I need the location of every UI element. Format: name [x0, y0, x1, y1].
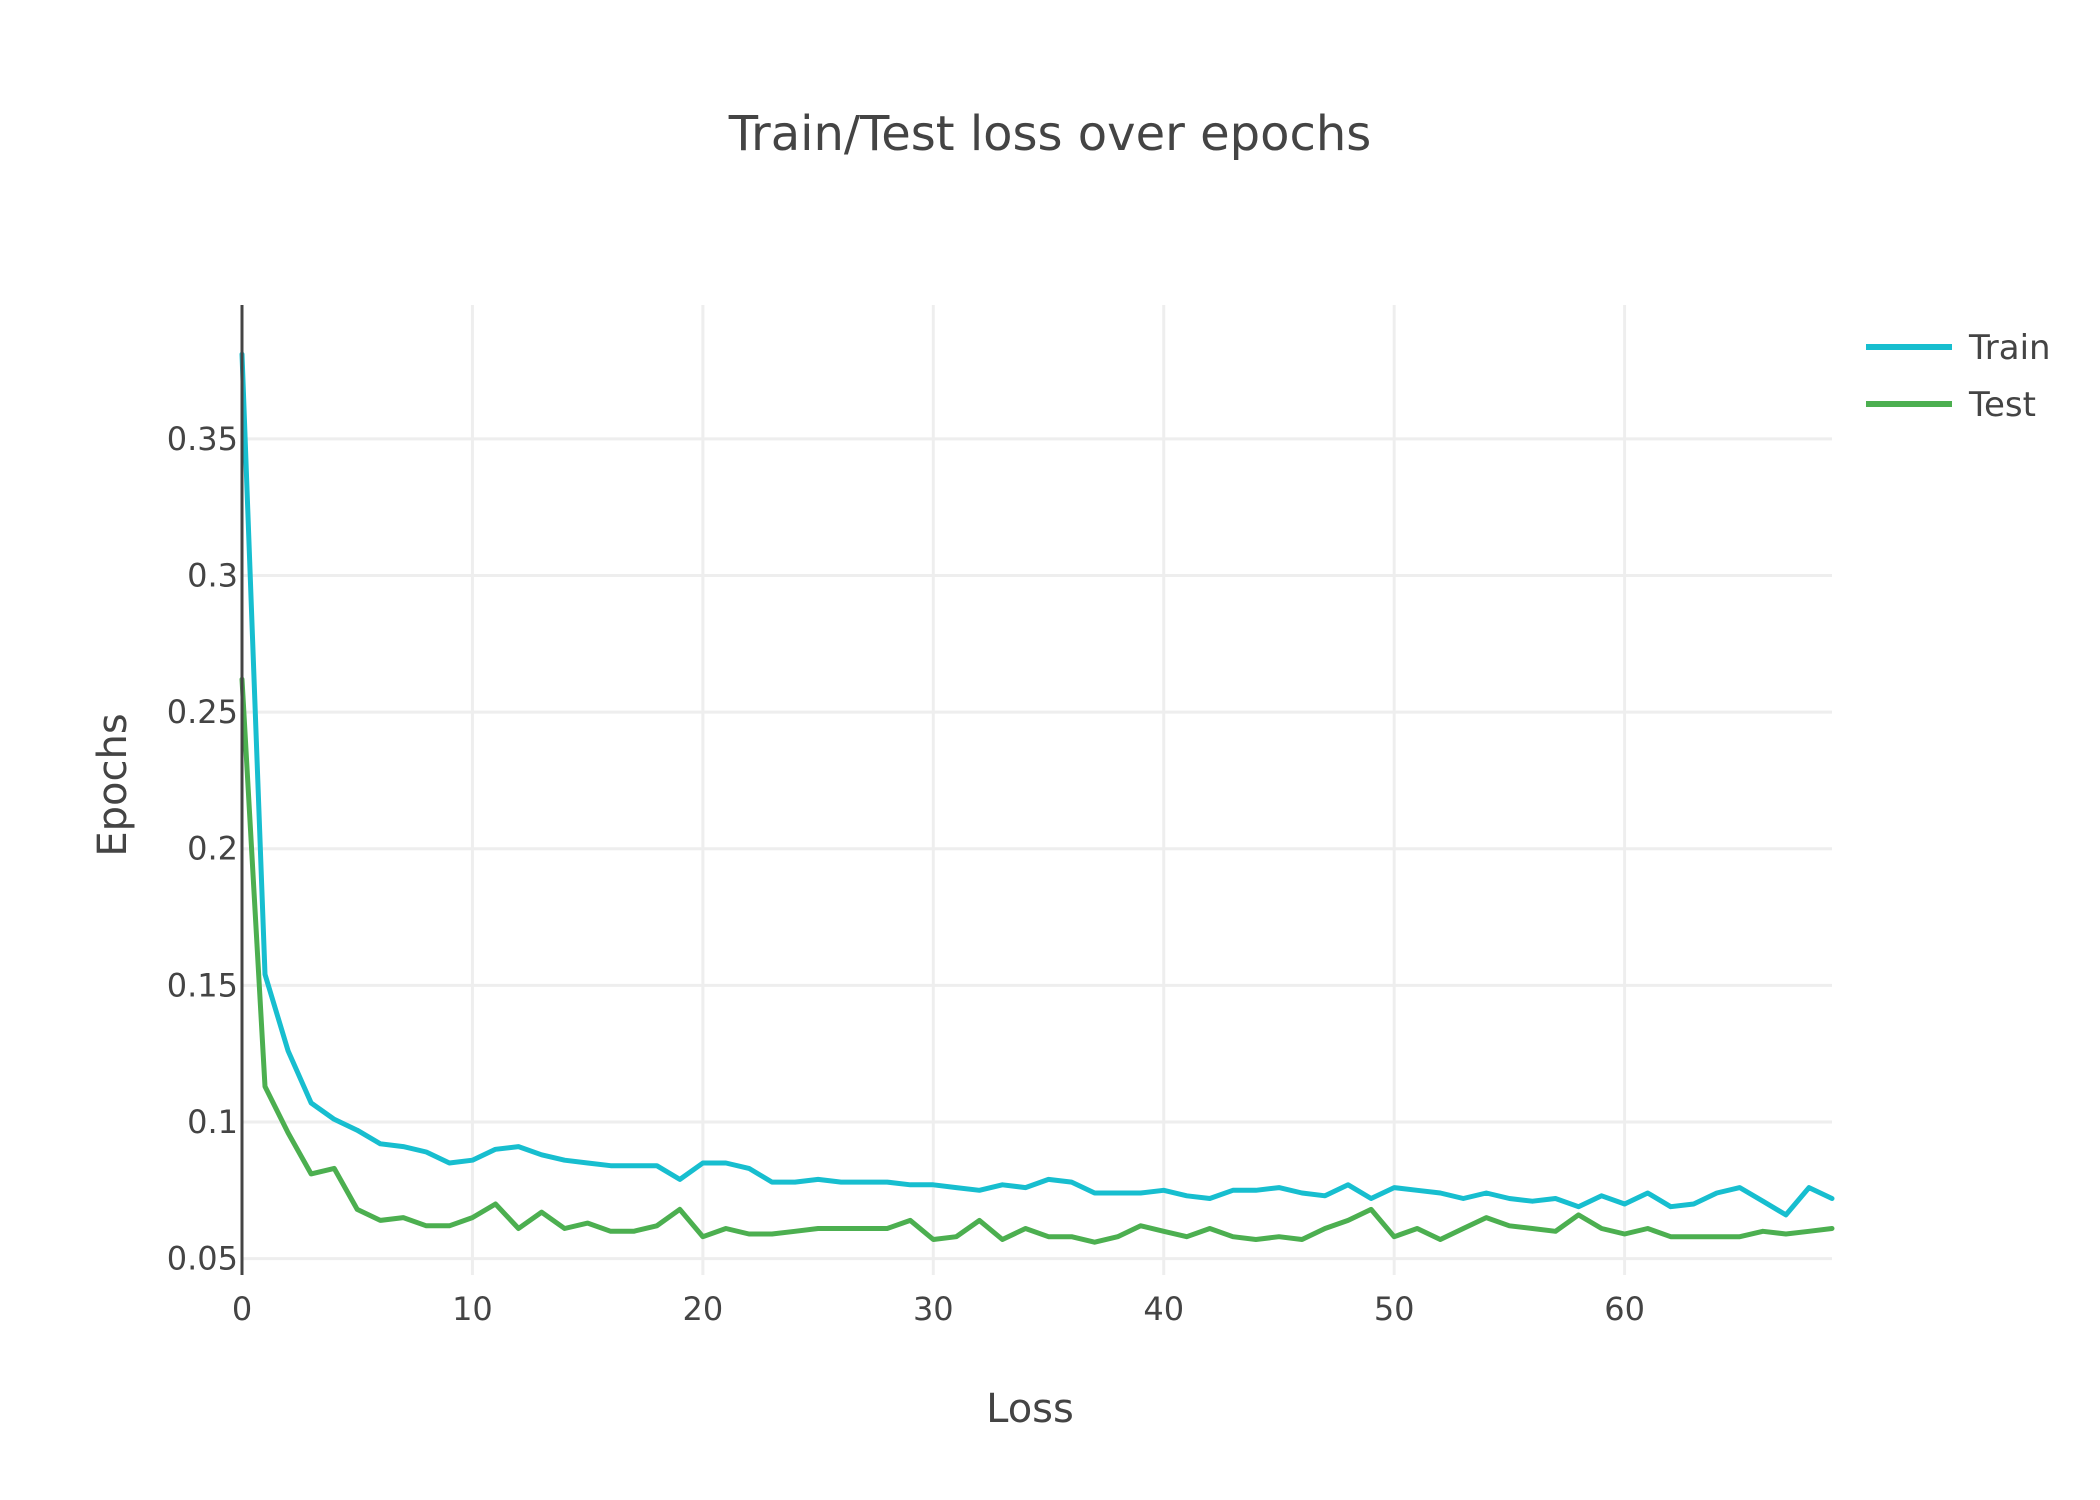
x-tick-label: 60 [1604, 1290, 1645, 1328]
chart-title: Train/Test loss over epochs [728, 106, 1372, 162]
y-tick-label: 0.1 [187, 1103, 238, 1141]
y-tick-label: 0.25 [167, 693, 238, 731]
x-axis-title: Loss [986, 1386, 1074, 1432]
y-tick-label: 0.05 [167, 1240, 238, 1278]
gridlines [242, 305, 1832, 1275]
legend-label: Test [1968, 385, 2036, 425]
legend[interactable]: Train Test [1866, 328, 2051, 425]
series-line-test [239, 676, 1835, 1245]
x-tick-label: 0 [232, 1290, 252, 1328]
legend-item-train[interactable]: Train [1866, 328, 2051, 368]
series-lines [239, 351, 1835, 1245]
x-tick-label: 20 [683, 1290, 724, 1328]
y-axis-ticks: 0.05 0.1 0.15 0.2 0.25 0.3 0.35 [167, 420, 238, 1278]
x-tick-label: 50 [1374, 1290, 1415, 1328]
y-tick-label: 0.15 [167, 966, 238, 1004]
x-tick-label: 30 [913, 1290, 954, 1328]
x-axis-ticks: 0 10 20 30 40 50 60 [232, 1290, 1645, 1328]
legend-item-test[interactable]: Test [1866, 385, 2036, 425]
y-axis-title: Epochs [90, 713, 136, 856]
legend-label: Train [1968, 328, 2051, 368]
y-tick-label: 0.35 [167, 420, 238, 458]
y-tick-label: 0.3 [187, 557, 238, 595]
x-tick-label: 40 [1143, 1290, 1184, 1328]
x-tick-label: 10 [452, 1290, 493, 1328]
y-tick-label: 0.2 [187, 830, 238, 868]
series-line-train [239, 351, 1835, 1218]
